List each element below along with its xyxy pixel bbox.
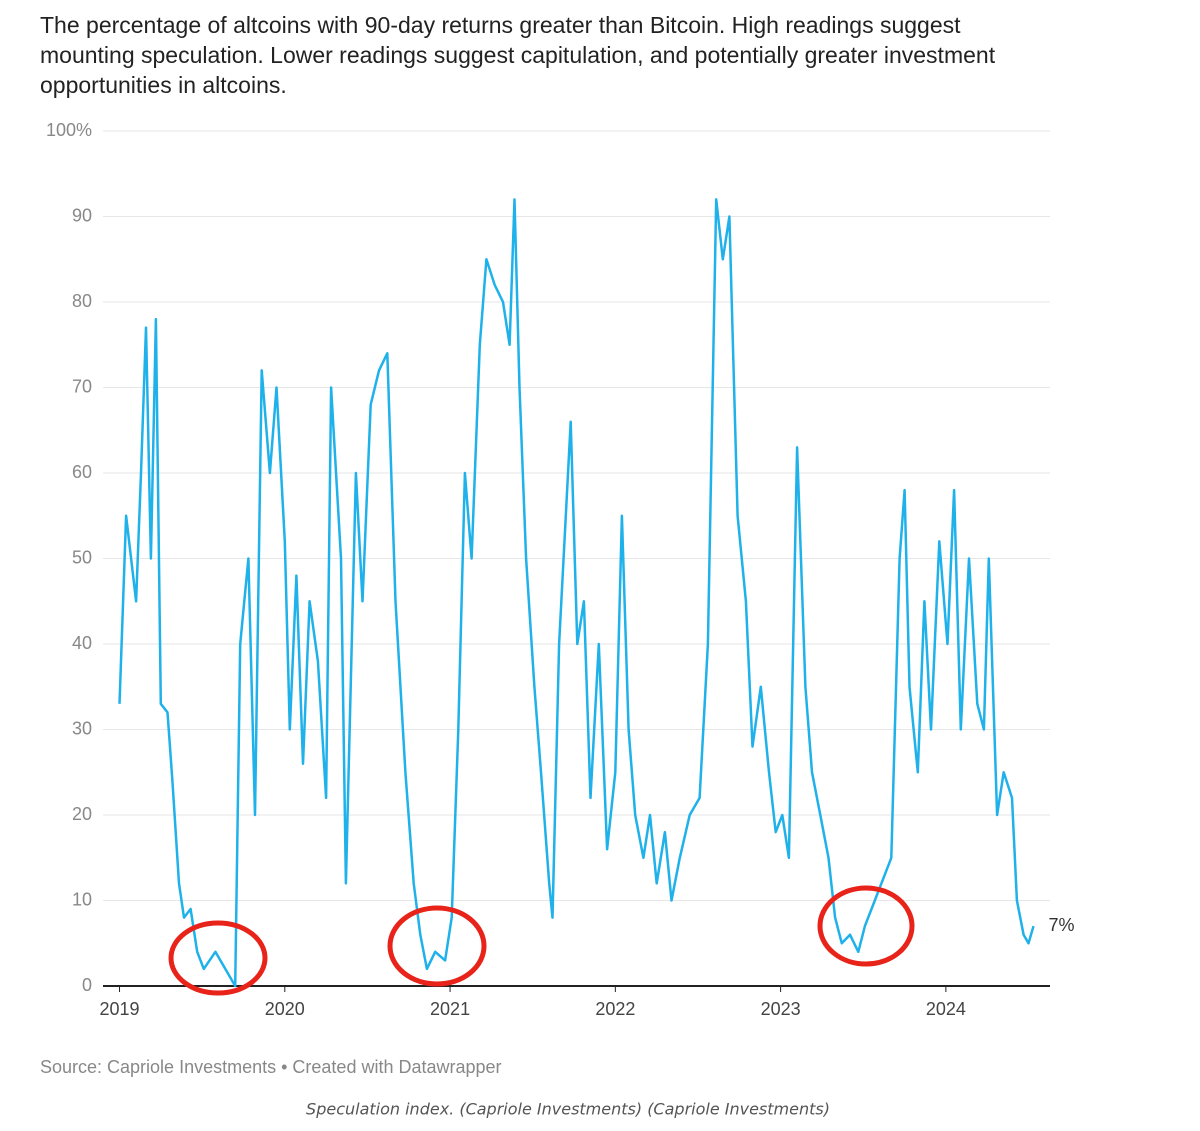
x-tick-label: 2023 xyxy=(761,999,801,1019)
y-tick-label: 40 xyxy=(72,633,92,653)
x-tick-label: 2019 xyxy=(100,999,140,1019)
chart-title: The percentage of altcoins with 90-day r… xyxy=(40,12,961,38)
y-tick-label: 100% xyxy=(46,120,92,140)
y-tick-label: 70 xyxy=(72,376,92,396)
x-tick-label: 2022 xyxy=(595,999,635,1019)
y-tick-label: 60 xyxy=(72,462,92,482)
chart-title: mounting speculation. Lower readings sug… xyxy=(40,42,996,68)
highlight-circle xyxy=(168,920,268,996)
y-tick-label: 50 xyxy=(72,547,92,567)
y-tick-label: 80 xyxy=(72,291,92,311)
highlight-circle xyxy=(387,905,487,987)
source: Source: Capriole Investments • Created w… xyxy=(40,1057,502,1077)
x-tick-label: 2020 xyxy=(265,999,305,1019)
y-tick-label: 0 xyxy=(82,975,92,995)
x-tick-label: 2024 xyxy=(926,999,966,1019)
y-tick-label: 10 xyxy=(72,889,92,909)
caption: Speculation index. (Capriole Investments… xyxy=(306,1100,830,1119)
end-label: 7% xyxy=(1048,915,1074,935)
y-tick-label: 20 xyxy=(72,804,92,824)
y-tick-label: 30 xyxy=(72,718,92,738)
plot: 0 10 20 30 40 50 60 70 80 90 100% 2019 2020 2021 2022 2… xyxy=(46,120,1075,1019)
chart-title: opportunities in altcoins. xyxy=(40,72,287,98)
line xyxy=(118,198,1035,988)
x-tick-label: 2021 xyxy=(430,999,470,1019)
y-tick-label: 90 xyxy=(72,205,92,225)
highlight-circle xyxy=(817,885,915,967)
